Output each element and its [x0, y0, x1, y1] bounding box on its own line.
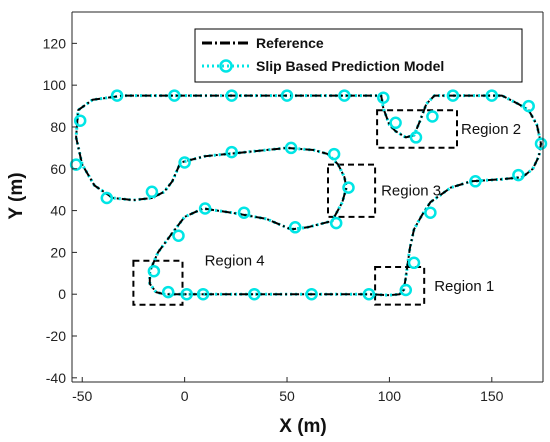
prediction-marker: [225, 89, 238, 102]
prediction-marker: [172, 229, 185, 242]
prediction-marker: [377, 91, 390, 104]
prediction-marker: [237, 206, 251, 219]
y-tick-label: -20: [46, 328, 66, 344]
prediction-marker: [196, 287, 210, 301]
y-tick-label: 100: [43, 77, 67, 93]
prediction-marker: [161, 285, 175, 299]
axes: [71, 11, 544, 383]
prediction-marker: [338, 89, 351, 102]
y-tick-label: -40: [46, 370, 66, 386]
prediction-marker: [180, 287, 193, 301]
prediction-marker: [178, 156, 191, 169]
legend-box: [194, 28, 523, 83]
series-layer: [69, 89, 548, 301]
prediction-marker: [69, 158, 83, 171]
region-label: Region 3: [381, 183, 441, 200]
region-box: [374, 266, 426, 306]
prediction-marker: [389, 116, 402, 130]
prediction-marker: [225, 145, 238, 159]
prediction-marker: [362, 287, 376, 301]
region-labels: Region 1 Region 2 Region 3 Region 4: [205, 121, 521, 295]
legend-marker-prediction: [219, 59, 233, 73]
prediction-marker: [327, 147, 341, 161]
prediction-marker: [145, 185, 159, 199]
series-reference-line: [75, 94, 542, 297]
prediction-marker: [485, 89, 499, 102]
legend-label-prediction: Slip Based Prediction Model: [256, 58, 444, 74]
region-boxes: [132, 109, 459, 306]
prediction-marker: [280, 89, 294, 102]
tick-labels: -50 0 50 100 150 -40 -20 0 20 40 60 80 100 120: [43, 35, 504, 404]
prediction-marker: [446, 89, 460, 102]
region-label: Region 2: [461, 121, 521, 138]
prediction-marker: [110, 89, 124, 102]
legend: Reference Slip Based Prediction Model: [194, 28, 523, 83]
region-box: [327, 163, 377, 218]
prediction-marker: [147, 264, 161, 278]
prediction-marker: [512, 168, 525, 182]
prediction-marker: [198, 202, 212, 215]
prediction-marker: [409, 131, 423, 144]
x-tick-label: 0: [181, 388, 189, 404]
x-axis-title: X (m): [279, 416, 327, 437]
prediction-marker: [305, 287, 318, 301]
y-tick-label: 80: [50, 119, 66, 135]
y-tick-label: 20: [50, 244, 66, 260]
x-tick-label: -50: [72, 388, 92, 404]
y-tick-label: 0: [58, 286, 66, 302]
legend-label-reference: Reference: [256, 35, 324, 51]
prediction-marker: [288, 221, 302, 234]
series-prediction-line: [74, 94, 543, 297]
y-tick-label: 40: [50, 203, 66, 219]
prediction-marker: [426, 110, 439, 123]
prediction-marker: [329, 216, 343, 230]
prediction-marker: [534, 137, 548, 150]
y-tick-label: 60: [50, 161, 66, 177]
prediction-marker: [424, 206, 437, 219]
region-box: [132, 259, 184, 306]
y-axis-title: Y (m): [6, 172, 27, 219]
x-tick-label: 50: [279, 388, 295, 404]
y-tick-label: 120: [43, 35, 67, 51]
prediction-marker: [73, 114, 87, 127]
region-label: Region 1: [434, 278, 494, 295]
prediction-marker: [100, 191, 114, 205]
prediction-marker: [168, 89, 181, 102]
prediction-marker: [407, 256, 421, 270]
prediction-marker: [342, 181, 355, 194]
prediction-marker: [284, 141, 298, 155]
prediction-marker: [522, 99, 535, 113]
x-tick-label: 100: [378, 388, 402, 404]
x-tick-label: 150: [480, 388, 504, 404]
prediction-marker: [469, 175, 482, 188]
prediction-marker: [399, 283, 413, 297]
region-label: Region 4: [205, 253, 265, 270]
prediction-marker: [248, 287, 261, 301]
